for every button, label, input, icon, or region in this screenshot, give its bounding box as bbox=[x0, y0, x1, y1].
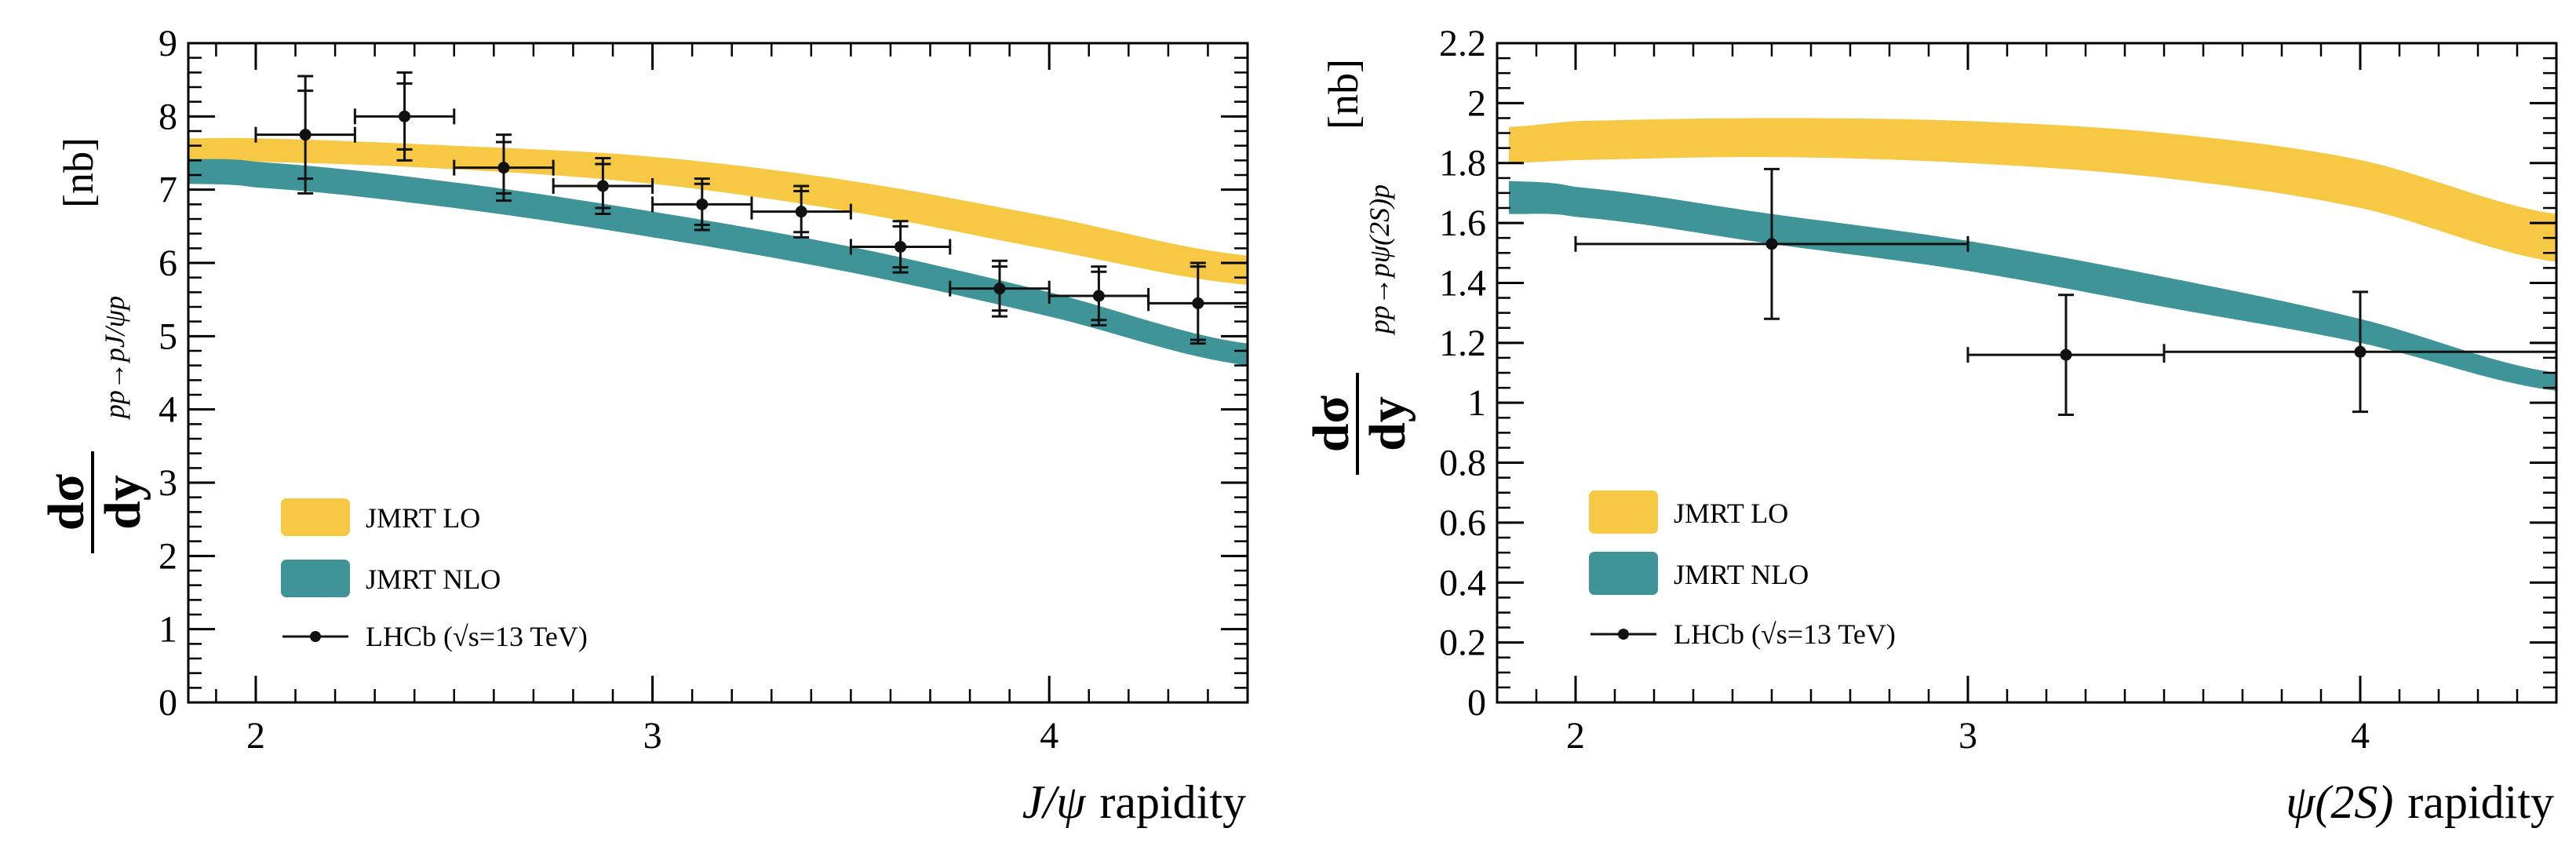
jpsi-ytick-label: 2 bbox=[158, 535, 177, 577]
jpsi-band-nlo bbox=[188, 159, 1248, 366]
jpsi-xlabel-rapidity: rapidity bbox=[1099, 776, 1246, 828]
jpsi-ylabel-denominator: dy bbox=[94, 475, 151, 530]
psi2s-ylabel-subscript: pp→pψ(2S)p bbox=[1364, 184, 1395, 336]
jpsi-xlabel-particle: J/ψ bbox=[1022, 776, 1087, 828]
jpsi-chart-panel: 0 1 2 3 4 5 6 7 8 9 2 3 4 dσ dy pp→pJ/ψp [nb] J/ψ ra… bbox=[38, 23, 1249, 828]
jpsi-lhcb-marker bbox=[399, 110, 411, 122]
psi2s-ytick-label: 1.6 bbox=[1439, 202, 1486, 244]
jpsi-xtick-label: 4 bbox=[1040, 715, 1058, 757]
psi2s-xtick-label: 4 bbox=[2351, 715, 2370, 757]
jpsi-lhcb-points bbox=[254, 71, 1249, 345]
jpsi-legend-lhcb-marker bbox=[310, 631, 321, 642]
psi2s-y-axis-label: dσ dy pp→pψ(2S)p [nb] bbox=[1303, 59, 1416, 475]
psi2s-ytick-label: 1 bbox=[1467, 382, 1486, 424]
psi2s-theory-bands bbox=[1509, 118, 2556, 391]
psi2s-xlabel-particle: ψ(2S) bbox=[2286, 776, 2393, 828]
psi2s-lhcb-point bbox=[1966, 294, 2166, 416]
psi2s-legend-nlo-swatch bbox=[1589, 552, 1658, 595]
jpsi-lhcb-point bbox=[750, 184, 852, 239]
jpsi-axis-ticks: 0 1 2 3 4 5 6 7 8 9 2 3 4 bbox=[158, 23, 1249, 757]
jpsi-legend-nlo-swatch bbox=[281, 560, 350, 597]
jpsi-band-lo bbox=[188, 137, 1248, 285]
jpsi-ytick-label: 3 bbox=[158, 462, 177, 504]
jpsi-ylabel-unit: [nb] bbox=[55, 137, 102, 208]
psi2s-ylabel-numerator: dσ bbox=[1303, 396, 1360, 453]
psi2s-ylabel-denominator: dy bbox=[1359, 396, 1416, 451]
jpsi-xtick-label: 2 bbox=[246, 715, 265, 757]
jpsi-lhcb-marker bbox=[795, 206, 807, 218]
jpsi-theory-bands bbox=[188, 137, 1248, 366]
psi2s-axis-ticks: 0 0.2 0.4 0.6 0.8 1 1.2 1.4 1.6 1.8 2 2.2 2 3 4 bbox=[1439, 23, 2558, 757]
jpsi-ytick-label: 0 bbox=[158, 682, 177, 724]
jpsi-lhcb-marker bbox=[497, 162, 510, 174]
psi2s-legend-nlo-label: JMRT NLO bbox=[1674, 559, 1809, 590]
psi2s-lhcb-point bbox=[2162, 290, 2558, 414]
jpsi-lhcb-point bbox=[849, 220, 952, 274]
psi2s-xtick-label: 2 bbox=[1566, 715, 1585, 757]
psi2s-ytick-label: 2.2 bbox=[1439, 23, 1486, 64]
psi2s-xlabel-rapidity: rapidity bbox=[2407, 776, 2554, 828]
psi2s-lhcb-marker bbox=[1765, 238, 1778, 250]
psi2s-band-lo bbox=[1509, 118, 2556, 262]
jpsi-ytick-label: 7 bbox=[158, 170, 177, 211]
psi2s-legend-lo-swatch bbox=[1589, 491, 1658, 534]
jpsi-legend-lhcb-label: LHCb (√s=13 TeV) bbox=[366, 621, 588, 652]
jpsi-lhcb-point bbox=[453, 133, 555, 202]
jpsi-lhcb-marker bbox=[596, 180, 609, 192]
jpsi-legend-lo-label: JMRT LO bbox=[366, 502, 480, 534]
psi2s-ytick-label: 0.4 bbox=[1439, 562, 1486, 604]
jpsi-ytick-label: 8 bbox=[158, 96, 177, 137]
psi2s-legend-lo-label: JMRT LO bbox=[1674, 498, 1788, 529]
psi2s-ytick-label: 0.2 bbox=[1439, 622, 1486, 664]
jpsi-lhcb-marker bbox=[299, 129, 312, 141]
jpsi-lhcb-point bbox=[1147, 261, 1249, 345]
jpsi-legend-lo-swatch bbox=[281, 498, 350, 536]
jpsi-lhcb-marker bbox=[894, 240, 907, 253]
psi2s-ytick-label: 1.4 bbox=[1439, 262, 1486, 304]
psi2s-lhcb-points bbox=[1574, 167, 2558, 416]
psi2s-ylabel-unit: [nb] bbox=[1320, 59, 1367, 130]
jpsi-lhcb-point bbox=[254, 75, 356, 195]
jpsi-ytick-label: 9 bbox=[158, 23, 177, 64]
psi2s-chart-panel: 0 0.2 0.4 0.6 0.8 1 1.2 1.4 1.6 1.8 2 2.2 2 3 4 dσ dy … bbox=[1303, 23, 2558, 828]
jpsi-ylabel-subscript: pp→pJ/ψp bbox=[99, 296, 130, 421]
psi2s-lhcb-point bbox=[1574, 167, 1969, 320]
jpsi-xtick-label: 3 bbox=[643, 715, 662, 757]
jpsi-lhcb-point bbox=[651, 177, 753, 232]
jpsi-ytick-label: 5 bbox=[158, 316, 177, 357]
psi2s-ytick-label: 1.8 bbox=[1439, 143, 1486, 184]
psi2s-ytick-label: 1.2 bbox=[1439, 323, 1486, 364]
jpsi-lhcb-marker bbox=[696, 198, 709, 210]
jpsi-x-axis-label: J/ψ rapidity bbox=[1022, 776, 1246, 828]
jpsi-ylabel-numerator: dσ bbox=[38, 474, 95, 531]
psi2s-legend: JMRT LO JMRT NLO LHCb (√s=13 TeV) bbox=[1589, 491, 1896, 650]
psi2s-legend-lhcb-label: LHCb (√s=13 TeV) bbox=[1674, 618, 1896, 650]
psi2s-ytick-label: 2 bbox=[1467, 82, 1486, 124]
jpsi-lhcb-marker bbox=[1192, 297, 1204, 309]
jpsi-lhcb-marker bbox=[993, 283, 1006, 295]
jpsi-lhcb-marker bbox=[1092, 290, 1105, 302]
psi2s-lhcb-marker bbox=[2354, 345, 2366, 358]
jpsi-lhcb-point bbox=[949, 259, 1051, 318]
jpsi-lhcb-point bbox=[353, 71, 456, 162]
jpsi-ytick-label: 4 bbox=[158, 389, 177, 431]
jpsi-legend-nlo-label: JMRT NLO bbox=[366, 564, 501, 595]
psi2s-ytick-label: 0.8 bbox=[1439, 443, 1486, 484]
jpsi-y-axis-label: dσ dy pp→pJ/ψp [nb] bbox=[38, 137, 151, 553]
jpsi-lhcb-point bbox=[552, 157, 654, 215]
psi2s-ytick-label: 0.6 bbox=[1439, 502, 1486, 544]
jpsi-plot-frame bbox=[187, 42, 1249, 704]
jpsi-lhcb-point bbox=[1048, 265, 1150, 327]
psi2s-lhcb-marker bbox=[2060, 348, 2072, 361]
psi2s-x-axis-label: ψ(2S) rapidity bbox=[2286, 776, 2554, 828]
psi2s-xtick-label: 3 bbox=[1958, 715, 1977, 757]
jpsi-legend: JMRT LO JMRT NLO LHCb (√s=13 TeV) bbox=[281, 498, 588, 652]
jpsi-ytick-label: 6 bbox=[158, 243, 177, 284]
psi2s-ytick-label: 0 bbox=[1467, 682, 1486, 724]
jpsi-ytick-label: 1 bbox=[158, 609, 177, 651]
psi2s-legend-lhcb-marker bbox=[1618, 629, 1629, 640]
